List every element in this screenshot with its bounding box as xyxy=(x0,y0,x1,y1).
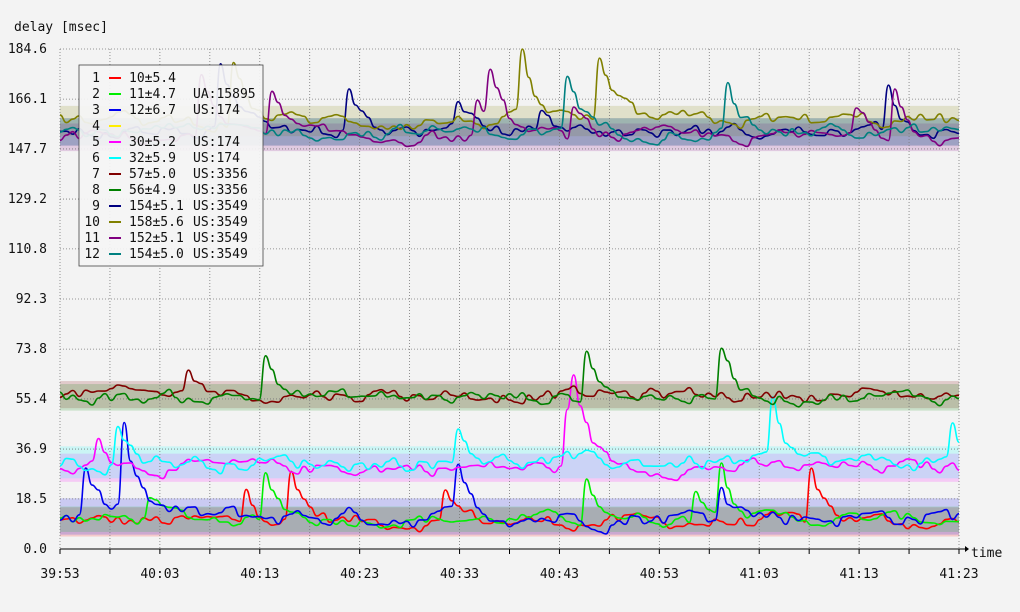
legend-id-12: 12 xyxy=(84,247,100,262)
legend-tag-12: US:3549 xyxy=(193,247,248,262)
legend-id-2: 2 xyxy=(92,87,100,102)
legend-label-3: 12±6.7 xyxy=(129,103,176,118)
legend-id-4: 4 xyxy=(92,119,100,134)
legend-id-6: 6 xyxy=(92,151,100,166)
legend-tag-8: US:3356 xyxy=(193,183,248,198)
x-tick-label-6: 40:53 xyxy=(640,567,679,582)
legend-tag-5: US:174 xyxy=(193,135,240,150)
axes: 0.018.536.955.473.892.3110.8129.2147.716… xyxy=(8,42,979,582)
x-axis-arrow xyxy=(965,546,969,552)
y-tick-label-6: 110.8 xyxy=(8,242,47,257)
y-tick-label-8: 147.7 xyxy=(8,142,47,157)
x-tick-label-1: 40:03 xyxy=(140,567,179,582)
legend-tag-7: US:3356 xyxy=(193,167,248,182)
y-tick-label-1: 18.5 xyxy=(16,492,47,507)
legend-id-10: 10 xyxy=(84,215,100,230)
series-line-3 xyxy=(59,421,960,535)
y-tick-label-0: 0.0 xyxy=(24,542,47,557)
series-line-7 xyxy=(59,369,960,405)
legend-id-3: 3 xyxy=(92,103,100,118)
legend-tag-9: US:3549 xyxy=(193,199,248,214)
legend-tag-6: US:174 xyxy=(193,151,240,166)
series-line-1 xyxy=(59,467,960,533)
series-line-2 xyxy=(59,462,960,529)
x-tick-label-8: 41:13 xyxy=(840,567,879,582)
x-tick-label-9: 41:23 xyxy=(939,567,978,582)
x-tick-label-4: 40:33 xyxy=(440,567,479,582)
legend-label-11: 152±5.1 xyxy=(129,231,184,246)
legend-label-12: 154±5.0 xyxy=(129,247,184,262)
std-band-1 xyxy=(60,507,959,537)
legend-id-8: 8 xyxy=(92,183,100,198)
y-tick-label-7: 129.2 xyxy=(8,192,47,207)
legend-tag-2: UA:15895 xyxy=(193,87,256,102)
x-axis-label: time xyxy=(971,546,1002,561)
y-tick-label-5: 92.3 xyxy=(16,292,47,307)
legend-label-7: 57±5.0 xyxy=(129,167,176,182)
legend-label-10: 158±5.6 xyxy=(129,215,184,230)
y-tick-label-3: 55.4 xyxy=(16,392,47,407)
legend-id-9: 9 xyxy=(92,199,100,214)
series-line-6 xyxy=(59,396,960,476)
x-tick-label-3: 40:23 xyxy=(340,567,379,582)
legend-label-9: 154±5.1 xyxy=(129,199,184,214)
y-tick-label-2: 36.9 xyxy=(16,442,47,457)
x-tick-label-7: 41:03 xyxy=(740,567,779,582)
grid-lines xyxy=(59,48,960,550)
legend-tag-3: US:174 xyxy=(193,103,240,118)
legend-tag-10: US:3549 xyxy=(193,215,248,230)
x-tick-label-0: 39:53 xyxy=(40,567,79,582)
y-tick-label-10: 184.6 xyxy=(8,42,47,57)
y-axis-label: delay [msec] xyxy=(14,20,108,35)
series-line-5 xyxy=(59,374,960,482)
y-tick-label-4: 73.8 xyxy=(16,342,47,357)
legend-id-7: 7 xyxy=(92,167,100,182)
legend-id-5: 5 xyxy=(92,135,100,150)
legend-label-2: 11±4.7 xyxy=(129,87,176,102)
legend-box xyxy=(78,64,264,267)
y-tick-label-9: 166.1 xyxy=(8,92,47,107)
x-tick-label-2: 40:13 xyxy=(240,567,279,582)
legend-id-1: 1 xyxy=(92,71,100,86)
legend-label-6: 32±5.9 xyxy=(129,151,176,166)
series-line-8 xyxy=(59,347,960,408)
legend-label-8: 56±4.9 xyxy=(129,183,176,198)
legend: 1 10±5.4 2 11±4.7 UA:15895 3 12±6.7 US:174 45 30±… xyxy=(78,64,264,267)
legend-label-5: 30±5.2 xyxy=(129,135,176,150)
legend-label-1: 10±5.4 xyxy=(129,71,176,86)
legend-id-11: 11 xyxy=(84,231,100,246)
x-tick-label-5: 40:43 xyxy=(540,567,579,582)
legend-tag-11: US:3549 xyxy=(193,231,248,246)
